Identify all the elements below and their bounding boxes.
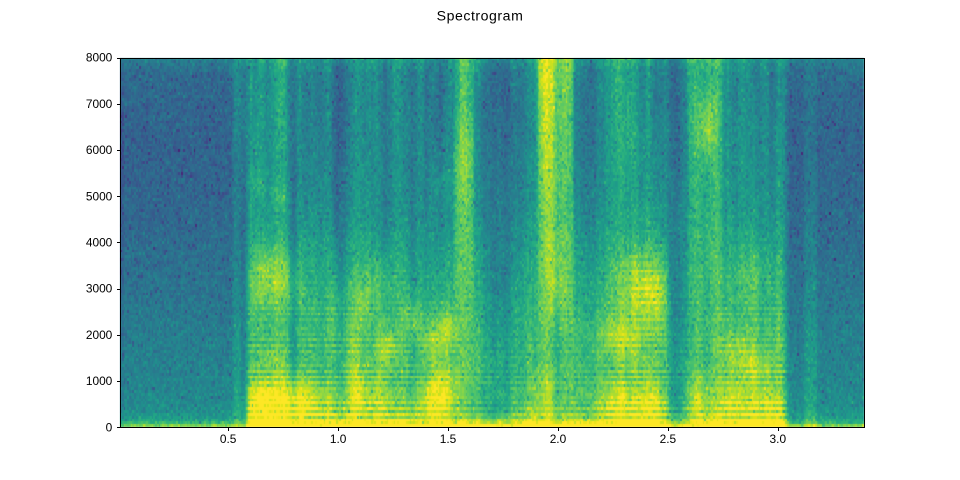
svg-text:1000: 1000 <box>86 374 113 388</box>
svg-text:2.5: 2.5 <box>660 432 677 446</box>
svg-text:4000: 4000 <box>86 236 113 250</box>
svg-text:6000: 6000 <box>86 143 113 157</box>
svg-text:5000: 5000 <box>86 189 113 203</box>
svg-text:8000: 8000 <box>86 51 113 65</box>
svg-text:2000: 2000 <box>86 328 113 342</box>
svg-text:3000: 3000 <box>86 282 113 296</box>
svg-text:1.5: 1.5 <box>440 432 457 446</box>
svg-text:Spectrogram: Spectrogram <box>437 7 524 23</box>
svg-text:1.0: 1.0 <box>330 432 347 446</box>
svg-text:0: 0 <box>106 420 113 434</box>
svg-text:0.5: 0.5 <box>220 432 237 446</box>
svg-text:7000: 7000 <box>86 97 113 111</box>
svg-text:2.0: 2.0 <box>550 432 567 446</box>
svg-text:3.0: 3.0 <box>770 432 787 446</box>
